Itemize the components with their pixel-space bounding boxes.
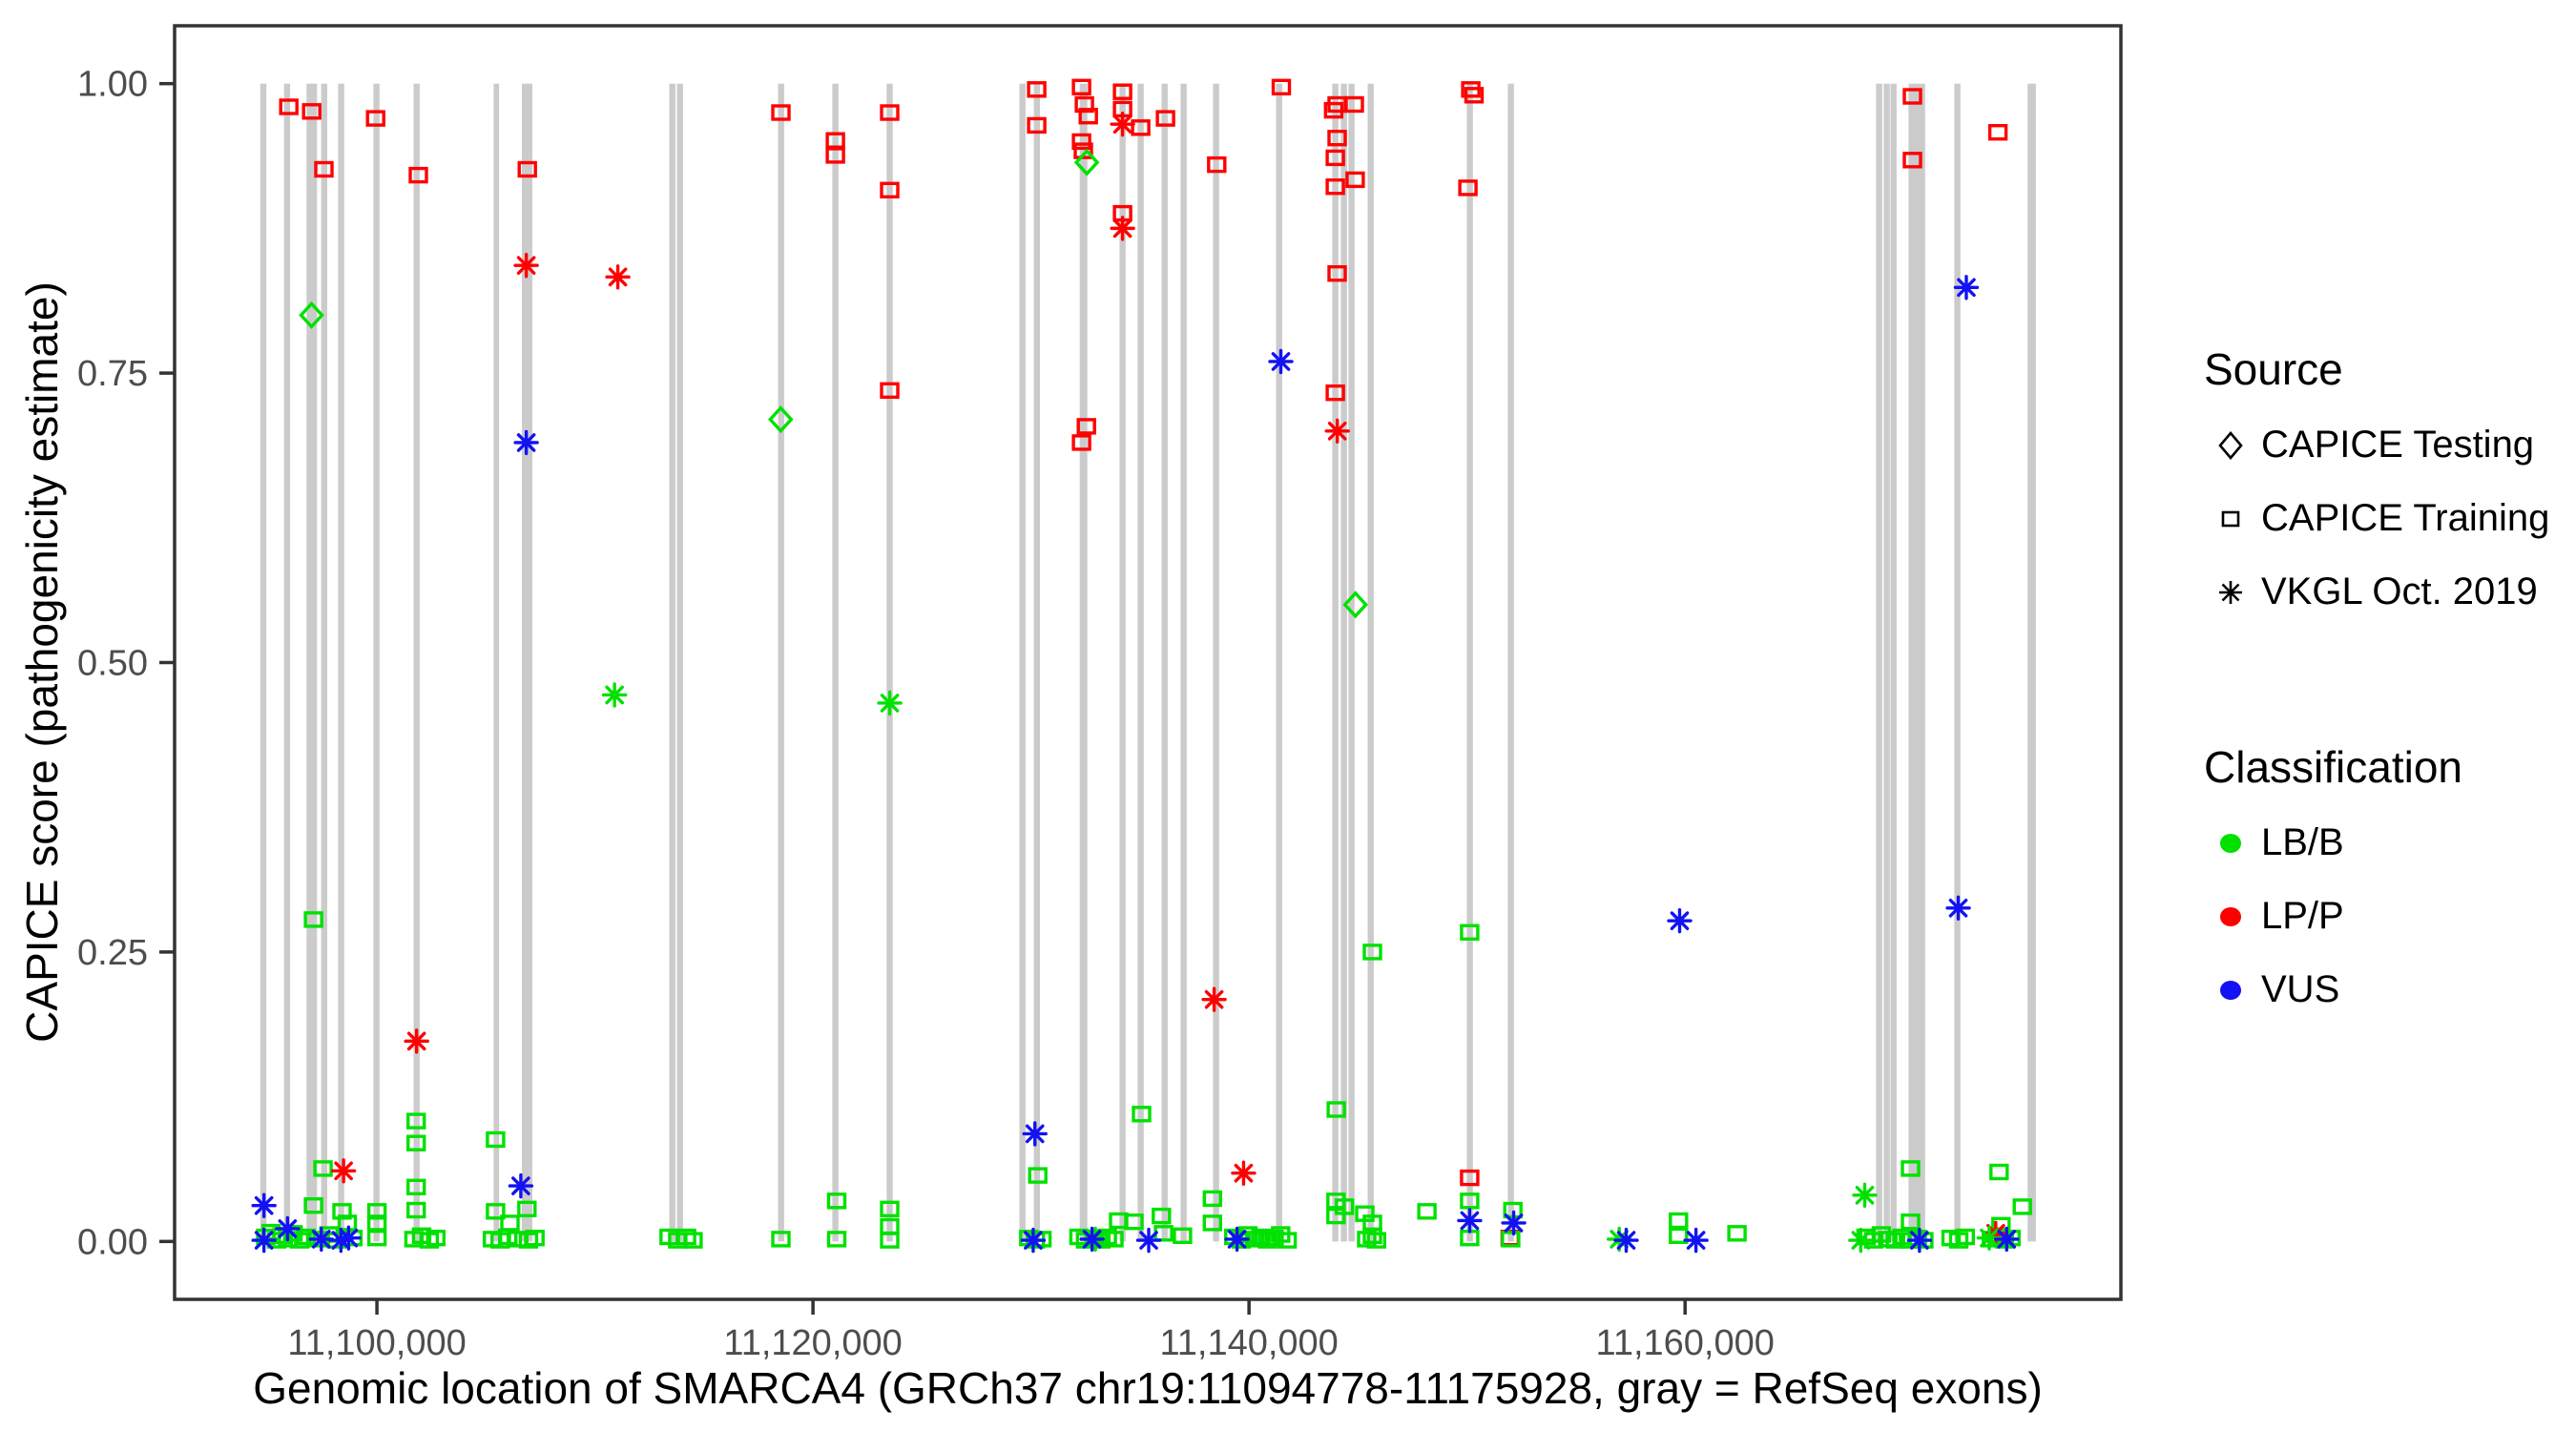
svg-text:11,100,000: 11,100,000 xyxy=(287,1323,466,1363)
svg-text:11,160,000: 11,160,000 xyxy=(1596,1323,1775,1363)
legend-item-label: VUS xyxy=(2261,968,2340,1010)
diamond-icon xyxy=(2204,426,2257,465)
svg-text:0.00: 0.00 xyxy=(77,1222,148,1262)
legend-item-vkgl: VKGL Oct. 2019 xyxy=(2204,555,2566,629)
legend-item-vus: VUS xyxy=(2204,953,2566,1027)
x-axis-title: Genomic location of SMARCA4 (GRCh37 chr1… xyxy=(253,1363,2043,1413)
legend-item-label: VKGL Oct. 2019 xyxy=(2261,570,2538,612)
svg-text:0.25: 0.25 xyxy=(77,933,148,973)
x-axis-ticks: 11,100,000 11,120,000 11,140,000 11,160,000 xyxy=(287,1299,1775,1363)
legend-item-lpp: LP/P xyxy=(2204,880,2566,953)
data-points xyxy=(251,78,2032,1254)
svg-text:11,120,000: 11,120,000 xyxy=(723,1323,902,1363)
y-axis-title: CAPICE score (pathogenicity estimate) xyxy=(17,281,67,1043)
legend: Source CAPICE Testing CAPICE Training xyxy=(2204,343,2566,1027)
legend-classification-title: Classification xyxy=(2204,742,2462,792)
legend-source-title: Source xyxy=(2204,344,2343,394)
square-icon xyxy=(2204,500,2257,538)
y-axis-ticks: 0.00 0.25 0.50 0.75 1.00 xyxy=(77,65,175,1262)
legend-item-label: LB/B xyxy=(2261,821,2344,863)
legend-item-capice-training: CAPICE Training xyxy=(2204,482,2566,555)
lpp-dot-icon xyxy=(2204,898,2257,936)
lbb-dot-icon xyxy=(2204,824,2257,862)
legend-item-lbb: LB/B xyxy=(2204,806,2566,880)
vus-dot-icon xyxy=(2204,971,2257,1009)
legend-item-label: LP/P xyxy=(2261,895,2344,937)
svg-text:1.00: 1.00 xyxy=(77,65,148,105)
legend-item-label: CAPICE Training xyxy=(2261,497,2550,539)
refseq-exon-bars xyxy=(260,83,2036,1242)
legend-item-label: CAPICE Testing xyxy=(2261,424,2535,466)
svg-text:0.50: 0.50 xyxy=(77,644,148,684)
asterisk-icon xyxy=(2204,573,2257,612)
svg-text:0.75: 0.75 xyxy=(77,354,148,394)
svg-text:11,140,000: 11,140,000 xyxy=(1159,1323,1338,1363)
legend-item-capice-testing: CAPICE Testing xyxy=(2204,408,2566,482)
